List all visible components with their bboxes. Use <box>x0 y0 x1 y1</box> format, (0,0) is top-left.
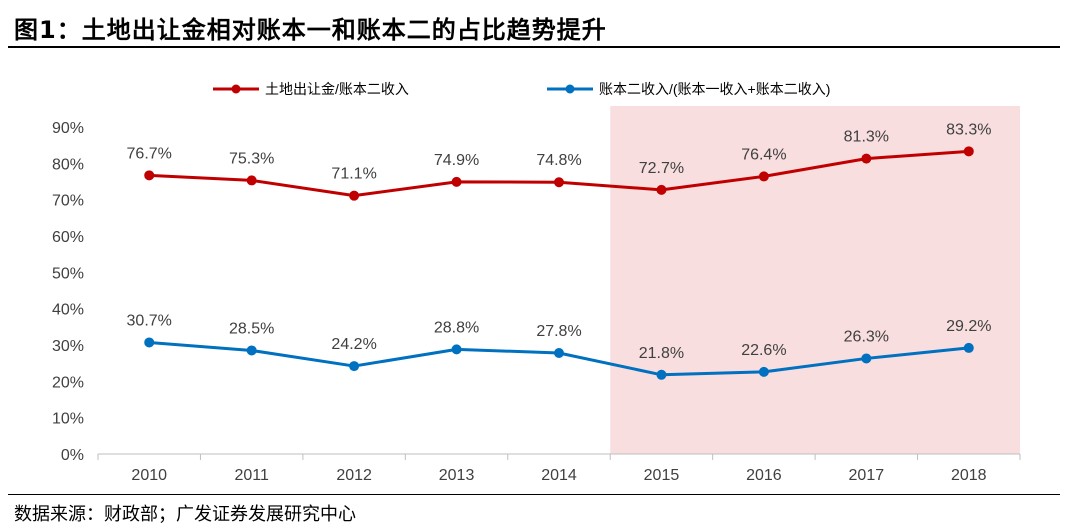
data-label: 75.3% <box>229 150 274 167</box>
data-label: 28.8% <box>434 319 479 336</box>
source-rule <box>8 494 1060 495</box>
data-point <box>963 342 974 353</box>
y-tick-label: 0% <box>61 447 84 464</box>
data-point <box>144 170 155 181</box>
data-label: 81.3% <box>844 129 889 146</box>
data-label: 29.2% <box>946 318 991 335</box>
data-label: 74.9% <box>434 152 479 169</box>
data-point <box>451 344 462 355</box>
data-point <box>758 171 769 182</box>
data-point <box>861 353 872 364</box>
legend: 土地出让金/账本二收入 账本二收入/(账本一收入+账本二收入) <box>213 81 830 97</box>
data-point <box>349 190 360 201</box>
data-point <box>963 146 974 157</box>
source-note: 数据来源：财政部；广发证券发展研究中心 <box>14 504 356 525</box>
data-point <box>451 176 462 187</box>
data-point <box>144 337 155 348</box>
legend-label: 账本二收入/(账本一收入+账本二收入) <box>599 81 830 97</box>
legend-swatch-marker <box>231 84 241 94</box>
data-label: 22.6% <box>741 342 786 359</box>
data-label: 26.3% <box>844 328 889 345</box>
highlight-band <box>610 106 1020 454</box>
title-rule <box>8 46 1060 48</box>
y-tick-label: 30% <box>52 338 84 355</box>
axes: 2010 2011 2012 2013 2014 2015 2016 2017 2018 0% 10… <box>52 120 1021 484</box>
data-point <box>656 184 667 195</box>
y-tick-label: 80% <box>52 156 84 173</box>
data-point <box>861 153 872 164</box>
legend-swatch-marker <box>565 84 575 94</box>
data-label: 24.2% <box>331 336 376 353</box>
data-point <box>758 366 769 377</box>
y-tick-label: 70% <box>52 193 84 210</box>
x-tick-label: 2011 <box>234 467 269 484</box>
y-tick-label: 40% <box>52 302 84 319</box>
highlight-region <box>610 106 1020 454</box>
data-point <box>349 361 360 372</box>
data-label: 83.3% <box>946 121 991 138</box>
y-tick-label: 20% <box>52 374 84 391</box>
y-tick-label: 90% <box>52 120 84 137</box>
x-tick-label: 2015 <box>644 467 680 484</box>
data-label: 76.7% <box>127 145 172 162</box>
x-tick-label: 2016 <box>746 467 782 484</box>
data-point <box>246 175 257 186</box>
x-tick-label: 2017 <box>849 467 885 484</box>
y-tick-label: 50% <box>52 265 84 282</box>
data-point <box>656 369 667 380</box>
series-layer: 76.7% 75.3% 71.1% 74.9% 74.8% 72.7% 76.4% 81.3%… <box>127 121 991 380</box>
y-tick-label: 60% <box>52 229 84 246</box>
data-label: 30.7% <box>127 312 172 329</box>
x-tick-label: 2014 <box>541 467 577 484</box>
data-point <box>246 345 257 356</box>
data-label: 74.8% <box>536 152 581 169</box>
data-point <box>554 177 564 188</box>
data-label: 76.4% <box>741 146 786 163</box>
x-tick-label: 2012 <box>336 467 372 484</box>
data-label: 28.5% <box>229 320 274 337</box>
legend-label: 土地出让金/账本二收入 <box>265 81 409 97</box>
data-label: 72.7% <box>639 160 684 177</box>
x-tick-label: 2018 <box>951 467 987 484</box>
data-label: 71.1% <box>331 166 376 183</box>
data-label: 21.8% <box>639 345 684 362</box>
data-label: 27.8% <box>536 323 581 340</box>
x-tick-label: 2010 <box>131 467 167 484</box>
x-tick-label: 2013 <box>439 467 475 484</box>
data-point <box>554 347 564 358</box>
figure-title: 图1：土地出让金相对账本一和账本二的占比趋势提升 <box>14 16 607 44</box>
y-tick-label: 10% <box>52 411 84 428</box>
